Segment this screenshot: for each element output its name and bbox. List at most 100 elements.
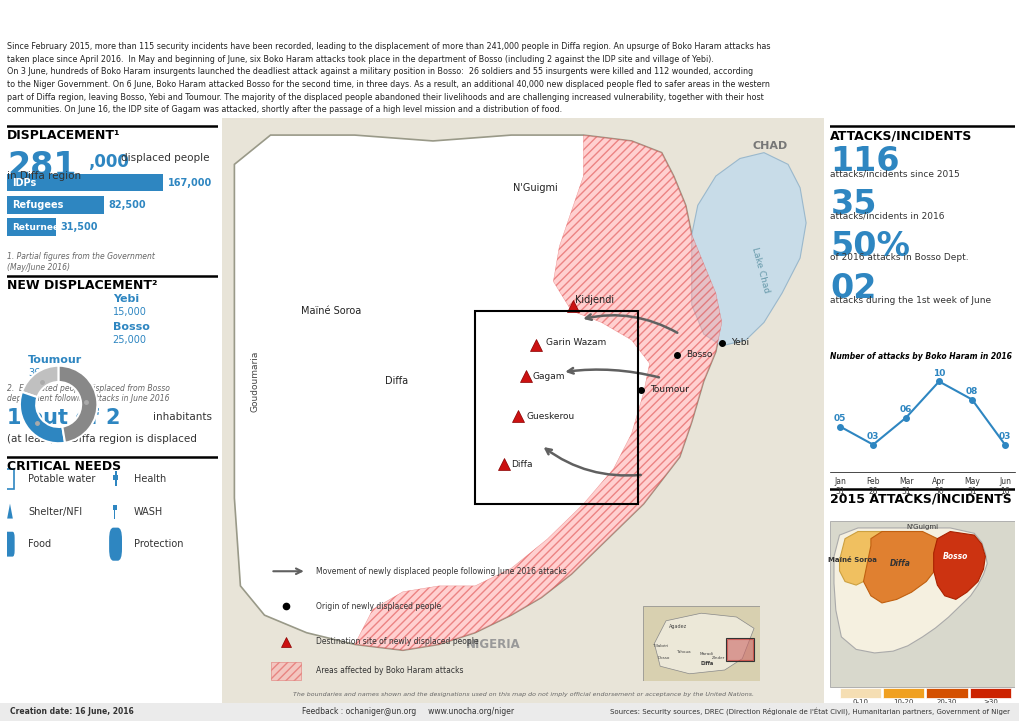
Bar bbox=[7, 196, 104, 213]
Text: CHAD: CHAD bbox=[752, 141, 787, 151]
Text: attacks/incidents since 2015: attacks/incidents since 2015 bbox=[829, 169, 959, 178]
Text: Food: Food bbox=[29, 539, 51, 549]
Text: Garin Wazam: Garin Wazam bbox=[545, 338, 605, 348]
Text: N'Guigmi: N'Guigmi bbox=[513, 183, 557, 193]
Text: Toumour: Toumour bbox=[29, 355, 83, 365]
Text: 1. Partial figures from the Government
(May/June 2016): 1. Partial figures from the Government (… bbox=[7, 252, 155, 272]
Text: 06: 06 bbox=[899, 405, 911, 414]
Polygon shape bbox=[691, 153, 805, 346]
Text: Origin of newly displaced people: Origin of newly displaced people bbox=[315, 602, 440, 611]
Text: attacks/incidents in 2016: attacks/incidents in 2016 bbox=[829, 211, 944, 220]
Text: Protection: Protection bbox=[133, 539, 183, 549]
Text: 167,000: 167,000 bbox=[167, 177, 212, 187]
Text: 20-30: 20-30 bbox=[935, 699, 956, 705]
Text: IDPs: IDPs bbox=[12, 177, 36, 187]
Text: Goudoumaria: Goudoumaria bbox=[251, 350, 260, 412]
Polygon shape bbox=[654, 613, 753, 673]
Text: 02: 02 bbox=[829, 272, 875, 305]
Text: 82,500: 82,500 bbox=[108, 200, 146, 210]
Text: taken place since April 2016.  In May and beginning of June, six Boko Haram atta: taken place since April 2016. In May and… bbox=[7, 55, 713, 63]
Text: Maradi: Maradi bbox=[699, 652, 713, 656]
Text: The boundaries and names shown and the designations used on this map do not impl: The boundaries and names shown and the d… bbox=[292, 692, 753, 697]
Text: Attacks and population movements in Diffa region (as of 16 June, 2016): Attacks and population movements in Diff… bbox=[76, 14, 585, 28]
Text: Areas affected by Boko Haram attacks: Areas affected by Boko Haram attacks bbox=[315, 666, 463, 676]
Bar bbox=[882, 688, 923, 698]
Text: 03: 03 bbox=[998, 432, 1010, 441]
Text: Potable water: Potable water bbox=[29, 474, 96, 485]
Text: communities. On June 16, the IDP site of Gagam was attacked, shortly after the p: communities. On June 16, the IDP site of… bbox=[7, 105, 561, 115]
Text: Maïné Soroa: Maïné Soroa bbox=[301, 306, 361, 316]
Text: DISPLACEMENT¹: DISPLACEMENT¹ bbox=[7, 129, 120, 142]
Text: 0-10: 0-10 bbox=[852, 699, 867, 705]
Text: 2.  Estimated people displaced from Bosso
department following attacks in June 2: 2. Estimated people displaced from Bosso… bbox=[7, 384, 170, 403]
Text: displaced people: displaced people bbox=[121, 153, 210, 163]
Polygon shape bbox=[355, 135, 721, 650]
Text: Kidjendi: Kidjendi bbox=[574, 295, 613, 305]
Text: inhabitants: inhabitants bbox=[153, 412, 212, 422]
Text: OCHA: OCHA bbox=[981, 12, 1019, 30]
Text: 2015 ATTACKS/INCIDENTS: 2015 ATTACKS/INCIDENTS bbox=[829, 492, 1011, 505]
Bar bbox=[7, 174, 163, 191]
Text: 03: 03 bbox=[866, 432, 878, 441]
Text: Destination site of newly displaced people: Destination site of newly displaced peop… bbox=[315, 637, 478, 646]
Text: 10-20: 10-20 bbox=[893, 699, 913, 705]
Text: ,000: ,000 bbox=[89, 153, 129, 171]
Text: Maïné Soroa: Maïné Soroa bbox=[827, 557, 876, 563]
Text: Since February 2015, more than 115 security incidents have been recorded, leadin: Since February 2015, more than 115 secur… bbox=[7, 42, 770, 50]
Text: 281: 281 bbox=[7, 150, 76, 182]
Polygon shape bbox=[234, 135, 721, 650]
Text: CRITICAL NEEDS: CRITICAL NEEDS bbox=[7, 460, 121, 473]
Text: Gueskerou: Gueskerou bbox=[526, 412, 574, 420]
Text: NIGER:: NIGER: bbox=[12, 14, 74, 28]
Text: 15,000: 15,000 bbox=[113, 307, 147, 317]
Bar bbox=[969, 688, 1010, 698]
Text: of 2016 attacks in Bosso Dept.: of 2016 attacks in Bosso Dept. bbox=[829, 253, 968, 262]
FancyBboxPatch shape bbox=[109, 528, 122, 561]
Text: Diffa: Diffa bbox=[511, 459, 532, 469]
FancyBboxPatch shape bbox=[5, 531, 14, 557]
Text: NEW DISPLACEMENT²: NEW DISPLACEMENT² bbox=[7, 278, 158, 291]
Text: 10: 10 bbox=[932, 369, 945, 378]
Text: to the Niger Government. On 6 June, Boko Haram attacked Bosso for the second tim: to the Niger Government. On 6 June, Boko… bbox=[7, 80, 769, 89]
Text: Health: Health bbox=[133, 474, 166, 485]
Wedge shape bbox=[59, 366, 97, 443]
Bar bbox=[113, 505, 117, 510]
Text: WASH: WASH bbox=[133, 507, 163, 516]
Text: N'Guigmi: N'Guigmi bbox=[906, 523, 937, 530]
Wedge shape bbox=[22, 366, 59, 397]
Polygon shape bbox=[839, 531, 889, 585]
Bar bbox=[115, 472, 117, 487]
Polygon shape bbox=[863, 531, 941, 603]
Text: Bosso: Bosso bbox=[685, 350, 711, 359]
Text: Bosso: Bosso bbox=[943, 552, 968, 561]
Wedge shape bbox=[20, 392, 65, 443]
Text: Number of attacks by Boko Haram in 2016: Number of attacks by Boko Haram in 2016 bbox=[829, 353, 1011, 361]
Text: attacks during the 1st week of June: attacks during the 1st week of June bbox=[829, 296, 990, 304]
Text: Tahoua: Tahoua bbox=[676, 650, 690, 653]
Bar bbox=[475, 311, 637, 504]
Polygon shape bbox=[932, 531, 984, 599]
Text: ATTACKS/INCIDENTS: ATTACKS/INCIDENTS bbox=[829, 129, 972, 142]
Text: Toumour: Toumour bbox=[649, 385, 688, 394]
Text: Diffa: Diffa bbox=[700, 660, 713, 665]
Text: Sources: Security sources, DREC (Direction Régionale de l'État Civil), Humanitar: Sources: Security sources, DREC (Directi… bbox=[609, 708, 1009, 716]
Bar bbox=[839, 688, 880, 698]
Text: part of Diffa region, leaving Bosso, Yebi and Toumour. The majority of the displ: part of Diffa region, leaving Bosso, Yeb… bbox=[7, 93, 763, 102]
Text: 08: 08 bbox=[965, 387, 977, 396]
Text: in Diffa region: in Diffa region bbox=[7, 172, 82, 182]
Text: Yebi: Yebi bbox=[731, 338, 748, 348]
Text: Zinder: Zinder bbox=[711, 655, 725, 660]
Bar bbox=[270, 662, 301, 680]
Text: Diffa: Diffa bbox=[890, 559, 910, 568]
Bar bbox=[925, 688, 967, 698]
Polygon shape bbox=[7, 504, 13, 518]
Text: 31,500: 31,500 bbox=[60, 222, 98, 232]
Text: Shelter/NFI: Shelter/NFI bbox=[29, 507, 83, 516]
Text: 05: 05 bbox=[834, 414, 846, 423]
Polygon shape bbox=[834, 528, 986, 653]
Text: Returnees: Returnees bbox=[12, 223, 64, 231]
Bar bbox=[727, 639, 752, 660]
Text: Agadez: Agadez bbox=[668, 624, 686, 629]
Text: Refugees: Refugees bbox=[12, 200, 63, 210]
Text: 116: 116 bbox=[829, 145, 899, 178]
